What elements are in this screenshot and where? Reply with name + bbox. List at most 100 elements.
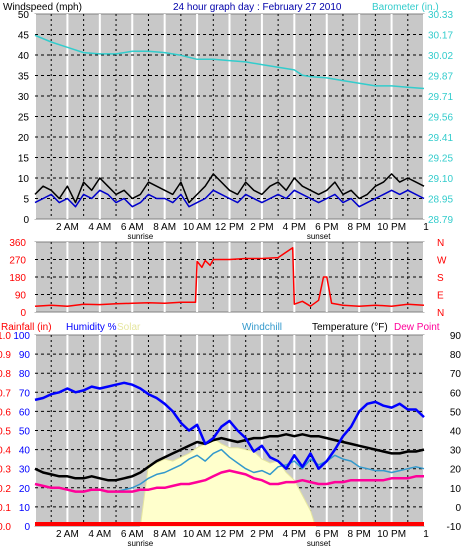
windspeed-tick-label: 10 [18, 174, 30, 185]
humidity-tick-label: 40 [19, 446, 31, 457]
barometer-tick-label: 29.25 [428, 154, 453, 165]
solar-legend: Solar [117, 322, 141, 333]
windspeed-tick-label: 50 [18, 10, 30, 21]
rainfall-tick-label: 0.5 [0, 427, 11, 438]
temperature-tick-label: 40 [450, 427, 462, 438]
compass-tick-label: N [437, 238, 444, 249]
direction-tick-label: 90 [15, 291, 27, 302]
temperature-tick-label: 90 [450, 331, 462, 342]
windspeed-tick-label: 45 [18, 31, 30, 42]
humidity-tick-label: 70 [19, 388, 31, 399]
sunset-label: sunset [307, 232, 331, 241]
direction-tick-label: 0 [20, 308, 26, 319]
x-tick-label: 6 PM [315, 529, 338, 540]
temperature-tick-label: 50 [450, 407, 462, 418]
series-layer [34, 34, 425, 526]
barometer-tick-label: 29.87 [428, 72, 453, 83]
humidity-tick-label: 10 [19, 503, 31, 514]
x-tick-label: 8 PM [347, 529, 370, 540]
barometer-tick-label: 28.95 [428, 195, 453, 206]
windspeed-tick-label: 15 [18, 154, 30, 165]
x-tick-label: 2 PM [250, 222, 273, 233]
windspeed-tick-label: 5 [23, 195, 29, 206]
barometer-tick-label: 30.17 [428, 31, 453, 42]
compass-tick-label: W [437, 256, 447, 267]
windspeed-tick-label: 40 [18, 51, 30, 62]
windspeed-tick-label: 20 [18, 133, 30, 144]
rainfall-tick-label: 0.1 [0, 503, 11, 514]
humidity-tick-label: 0 [24, 522, 30, 533]
x-tick-label: 10 AM [183, 529, 211, 540]
windspeed-tick-label: 25 [18, 113, 30, 124]
barometer-tick-label: 30.02 [428, 51, 453, 62]
dewpoint-line [34, 469, 424, 493]
rainfall-tick-label: 0.8 [0, 369, 11, 380]
temperature-tick-label: 20 [450, 465, 462, 476]
x-tick-label: 4 PM [283, 222, 306, 233]
x-tick-label: 4 AM [88, 222, 111, 233]
x-tick-label: 4 PM [283, 529, 306, 540]
gust-line [34, 173, 425, 204]
humidity-tick-label: 20 [19, 484, 31, 495]
windspeed-tick-label: 0 [23, 215, 29, 226]
barometer-tick-label: 29.71 [428, 92, 453, 103]
temperature-tick-label: 60 [450, 388, 462, 399]
windspeed-line [34, 189, 425, 208]
humidity-tick-label: 80 [19, 369, 31, 380]
compass-tick-label: N [437, 308, 444, 319]
direction-tick-label: 180 [9, 273, 26, 284]
barometer-tick-label: 29.10 [428, 174, 453, 185]
barometer-tick-label: 28.79 [428, 215, 453, 226]
humidity-tick-label: 60 [19, 407, 31, 418]
x-tick-label: 2 AM [56, 529, 79, 540]
x-tick-label: 4 AM [88, 529, 111, 540]
x-tick-label: 12 PM [215, 529, 244, 540]
x-tick-label: 6 AM [121, 222, 144, 233]
temperature-line [34, 433, 425, 482]
x-tick-label: 8 PM [347, 222, 370, 233]
rainfall-bar [35, 522, 424, 526]
temperature-tick-label: 0 [455, 503, 461, 514]
temperature-tick-label: 30 [450, 446, 462, 457]
humidity-tick-label: 100 [13, 331, 30, 342]
windspeed-axis-title: Windspeed (mph) [3, 2, 82, 13]
windchill-legend: Windchill [242, 322, 282, 333]
x-tick-label: 2 PM [250, 529, 273, 540]
temperature-tick-label: 10 [450, 484, 462, 495]
x-tick-label: 8 AM [153, 529, 176, 540]
temperature-tick-label: 80 [450, 350, 462, 361]
x-tick-label: 2 AM [56, 222, 79, 233]
rainfall-tick-label: 0.0 [0, 522, 11, 533]
sunrise-label: sunrise [127, 232, 153, 241]
x-end-tick-label: 1 [423, 529, 429, 540]
wind-direction-line [34, 247, 425, 307]
page-title: 24 hour graph day : February 27 2010 [173, 2, 342, 13]
windspeed-tick-label: 35 [18, 72, 30, 83]
humidity-tick-label: 30 [19, 465, 31, 476]
dewpoint-legend: Dew Point [394, 322, 440, 333]
x-tick-label: 8 AM [153, 222, 176, 233]
rainfall-tick-label: 0.3 [0, 465, 11, 476]
x-end-tick-label: 1 [423, 222, 429, 233]
direction-tick-label: 270 [9, 256, 26, 267]
x-tick-label: 10 AM [183, 222, 211, 233]
sunrise-label: sunrise [127, 539, 153, 548]
barometer-tick-label: 29.56 [428, 113, 453, 124]
temperature-tick-label: 70 [450, 369, 462, 380]
x-tick-label: 6 PM [315, 222, 338, 233]
x-tick-label: 6 AM [121, 529, 144, 540]
x-tick-label: 10 PM [377, 222, 406, 233]
rainfall-tick-label: 0.6 [0, 407, 11, 418]
rainfall-tick-label: 0.7 [0, 388, 11, 399]
rainfall-tick-label: 1.0 [0, 331, 11, 342]
windspeed-tick-label: 30 [18, 92, 30, 103]
barometer-axis-title: Barometer (in.) [372, 2, 439, 13]
humidity-legend: Humidity % [66, 322, 117, 333]
humidity-tick-label: 90 [19, 350, 31, 361]
barometer-line [34, 34, 425, 90]
rainfall-legend: Rainfall (in) [1, 322, 52, 333]
rainfall-tick-label: 0.4 [0, 446, 11, 457]
compass-tick-label: E [437, 291, 444, 302]
barometer-tick-label: 29.41 [428, 133, 453, 144]
